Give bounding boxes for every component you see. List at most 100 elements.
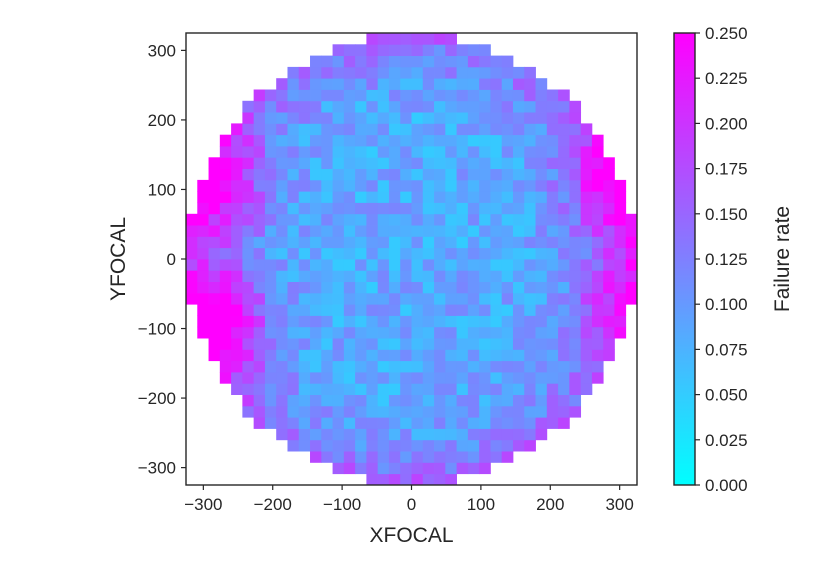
heatmap-cell xyxy=(264,225,277,237)
heatmap-cell xyxy=(366,338,379,350)
heatmap-cell xyxy=(445,191,457,203)
heatmap-cell xyxy=(400,55,412,68)
heatmap-cell xyxy=(490,55,503,68)
heatmap-cell xyxy=(434,292,446,305)
heatmap-cell xyxy=(242,281,255,294)
heatmap-cell xyxy=(388,168,401,181)
heatmap-cell xyxy=(603,168,615,181)
heatmap-cell xyxy=(366,168,379,181)
heatmap-cell xyxy=(366,304,379,316)
heatmap-cell xyxy=(366,360,379,373)
heatmap-cell xyxy=(490,100,503,113)
heatmap-cell xyxy=(388,326,401,339)
heatmap-cell xyxy=(332,315,345,328)
heatmap-cell xyxy=(264,236,277,249)
heatmap-cell xyxy=(400,292,412,305)
heatmap-cell xyxy=(445,66,457,79)
heatmap-cell xyxy=(388,247,401,260)
heatmap-cell xyxy=(490,281,503,294)
heatmap-cell xyxy=(242,270,255,282)
heatmap-cell xyxy=(287,405,300,418)
heatmap-cell xyxy=(558,146,570,158)
heatmap-cell xyxy=(197,292,209,305)
heatmap-cell xyxy=(287,292,300,305)
heatmap-cell xyxy=(411,225,424,237)
heatmap-cell xyxy=(479,451,491,463)
heatmap-cell xyxy=(366,89,379,102)
heatmap-cell xyxy=(434,112,446,124)
heatmap-cell xyxy=(231,225,243,237)
heatmap-cell xyxy=(456,247,469,260)
heatmap-cell xyxy=(332,304,345,316)
heatmap-cell xyxy=(535,100,548,113)
heatmap-cell xyxy=(366,55,379,68)
heatmap-cell xyxy=(366,462,379,475)
heatmap-cell xyxy=(569,281,582,294)
heatmap-cell xyxy=(197,225,209,237)
heatmap-cell xyxy=(411,394,424,407)
heatmap-cell xyxy=(298,405,311,418)
heatmap-cell xyxy=(400,451,412,463)
heatmap-cell xyxy=(535,123,548,136)
heatmap-cell xyxy=(603,247,615,260)
heatmap-cell xyxy=(298,338,311,350)
heatmap-cell xyxy=(580,270,593,282)
heatmap-cell xyxy=(366,179,379,192)
heatmap-cell xyxy=(219,247,232,260)
heatmap-cell xyxy=(512,417,525,429)
heatmap-cell xyxy=(276,168,288,181)
heatmap-cell xyxy=(569,383,582,395)
heatmap-cell xyxy=(546,270,559,282)
heatmap-cell xyxy=(411,315,424,328)
heatmap-cell xyxy=(332,146,345,158)
heatmap-cell xyxy=(310,78,322,90)
heatmap-cell xyxy=(558,247,570,260)
heatmap-cell xyxy=(456,179,469,192)
heatmap-cell xyxy=(400,394,412,407)
heatmap-cell xyxy=(388,405,401,418)
heatmap-cell xyxy=(388,462,401,475)
heatmap-cell xyxy=(434,462,446,475)
heatmap-cell xyxy=(434,394,446,407)
heatmap-cell xyxy=(524,383,536,395)
heatmap-cell xyxy=(524,349,536,362)
heatmap-cell xyxy=(479,439,491,452)
heatmap-cell xyxy=(445,213,457,226)
heatmap-cell xyxy=(400,360,412,373)
heatmap-cell xyxy=(535,315,548,328)
heatmap-cell xyxy=(501,202,514,215)
heatmap-cell xyxy=(625,281,638,294)
heatmap-cell xyxy=(490,179,503,192)
heatmap-cell xyxy=(253,157,266,169)
heatmap-cell xyxy=(558,89,570,102)
heatmap-cell xyxy=(524,360,536,373)
heatmap-cell xyxy=(512,315,525,328)
heatmap-cell xyxy=(490,168,503,181)
heatmap-cell xyxy=(366,100,379,113)
heatmap-cell xyxy=(388,100,401,113)
heatmap-cell xyxy=(434,202,446,215)
heatmap-cell xyxy=(512,168,525,181)
heatmap-cell xyxy=(434,281,446,294)
heatmap-cell xyxy=(310,315,322,328)
heatmap-cell xyxy=(479,304,491,316)
heatmap-cell xyxy=(321,213,333,226)
heatmap-cell xyxy=(343,338,356,350)
heatmap-cell xyxy=(219,349,232,362)
heatmap-cell xyxy=(591,304,604,316)
heatmap-cell xyxy=(377,383,390,395)
heatmap-cell xyxy=(298,270,311,282)
heatmap-cell xyxy=(186,236,198,249)
heatmap-cell xyxy=(242,112,255,124)
heatmap-cell xyxy=(467,78,480,90)
heatmap-cell xyxy=(366,225,379,237)
heatmap-cell xyxy=(580,259,593,271)
heatmap-cell xyxy=(411,146,424,158)
heatmap-cell xyxy=(467,191,480,203)
heatmap-cell xyxy=(208,225,221,237)
heatmap-cell xyxy=(456,304,469,316)
heatmap-cell xyxy=(479,292,491,305)
heatmap-cell xyxy=(422,202,435,215)
heatmap-cell xyxy=(197,202,209,215)
heatmap-cell xyxy=(546,112,559,124)
